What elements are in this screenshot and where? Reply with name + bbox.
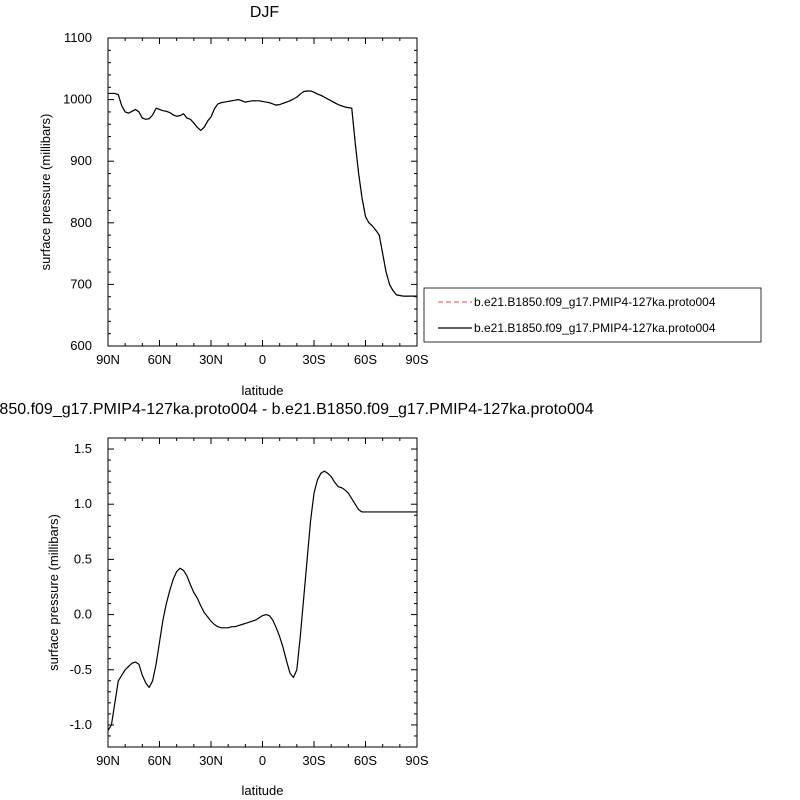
x-tick-label: 30N (199, 352, 223, 367)
series-line-1 (108, 90, 417, 297)
x-tick-label: 60S (354, 753, 377, 768)
x-tick-label: 90S (405, 352, 428, 367)
y-tick-label: 0.0 (74, 607, 92, 622)
y-tick-label: -1.0 (70, 717, 92, 732)
y-tick-label: 0.5 (74, 551, 92, 566)
y-tick-label: 800 (70, 215, 92, 230)
x-tick-label: 90N (96, 753, 120, 768)
legend-entry: b.e21.B1850.f09_g17.PMIP4-127ka.proto004 (474, 321, 716, 335)
legend: b.e21.B1850.f09_g17.PMIP4-127ka.proto004… (423, 287, 762, 343)
x-tick-label: 60N (148, 753, 172, 768)
chart-title: DJF (250, 4, 280, 21)
x-axis-label: latitude (242, 783, 284, 798)
chart-panel-1: 90N 60N 30N 0 30S 60S 90S 600 700 800 900 1000 1100 D… (38, 4, 762, 398)
y-tick-label: 900 (70, 153, 92, 168)
y-tick-label: 1100 (64, 30, 92, 45)
y-tick-label: 1.5 (74, 441, 92, 456)
legend-entry: b.e21.B1850.f09_g17.PMIP4-127ka.proto004 (474, 295, 716, 309)
x-axis-label: latitude (242, 383, 284, 398)
series-line-2 (108, 90, 417, 297)
x-tick-label: 0 (259, 352, 266, 367)
x-tick-label: 90S (405, 753, 428, 768)
x-tick-label: 30S (302, 352, 325, 367)
x-tick-label: 30S (302, 753, 325, 768)
plot-frame (107, 437, 418, 748)
y-tick-label: 700 (70, 276, 92, 291)
series-line-1 (107, 470, 417, 731)
x-tick-label: 90N (96, 352, 120, 367)
y-tick-label: -0.5 (70, 662, 92, 677)
x-tick-label: 60N (148, 352, 172, 367)
y-tick-label: 600 (70, 338, 92, 353)
chart-panel-2: 90N 60N 30N 0 30S 60S 90S -1.0 -0.5 0.0 0.5 1.0 1.5 b… (0, 401, 594, 798)
legend-frame (423, 287, 762, 343)
x-tick-label: 60S (354, 352, 377, 367)
chart-title: b.e21.B1850.f09_g17.PMIP4-127ka.proto004… (0, 401, 594, 418)
plot-frame (107, 37, 418, 347)
y-tick-label: 1.0 (74, 496, 92, 511)
y-tick-label: 1000 (63, 92, 92, 107)
y-axis-label: surface pressure (millibars) (38, 114, 53, 271)
x-tick-label: 30N (199, 753, 223, 768)
x-tick-label: 0 (259, 753, 266, 768)
y-axis-label: surface pressure (millibars) (46, 514, 61, 671)
